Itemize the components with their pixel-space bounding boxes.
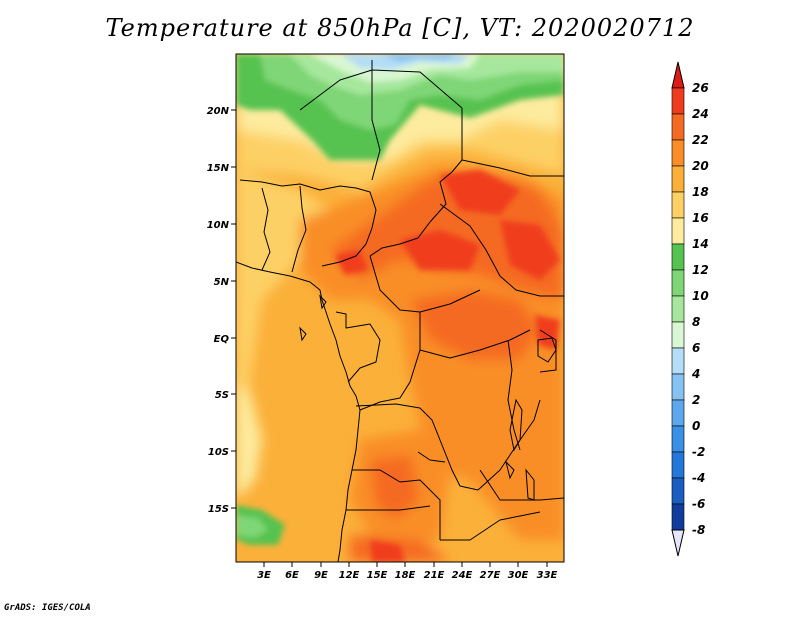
lat-label: 20N xyxy=(207,106,230,117)
temperature-map xyxy=(236,54,564,562)
lat-axis xyxy=(231,109,236,509)
colorbar-label: -6 xyxy=(692,497,705,511)
lon-label: 30E xyxy=(508,570,529,581)
temp-field-24-26-core4 xyxy=(335,250,368,275)
lat-label: 15S xyxy=(208,504,229,515)
lat-label: 15N xyxy=(207,163,230,174)
colorbar-segment xyxy=(671,425,685,453)
colorbar-label: -4 xyxy=(692,471,705,485)
colorbar-label: 20 xyxy=(692,159,709,173)
colorbar-segment xyxy=(671,165,685,193)
colorbar-segment xyxy=(671,113,685,141)
colorbar-segment xyxy=(671,243,685,271)
colorbar-label: 6 xyxy=(692,341,700,355)
map-frame xyxy=(235,53,565,563)
colorbar-label: 18 xyxy=(692,185,709,199)
colorbar-segment xyxy=(671,451,685,479)
colorbar-segment xyxy=(671,191,685,219)
colorbar-label: 10 xyxy=(692,289,709,303)
colorbar-segment xyxy=(671,373,685,401)
colorbar-label: 14 xyxy=(692,237,709,251)
colorbar-label: 24 xyxy=(692,107,709,121)
colorbar-segment xyxy=(671,295,685,323)
colorbar-segment xyxy=(671,139,685,167)
temp-field-14-16-west xyxy=(236,380,262,500)
lon-label: 15E xyxy=(367,570,388,581)
lakes xyxy=(299,294,557,501)
lon-label: 12E xyxy=(339,570,360,581)
colorbar-label: 12 xyxy=(692,263,709,277)
colorbar-label: 0 xyxy=(692,419,700,433)
lat-label: 10S xyxy=(208,447,229,458)
temp-field-24-26-core2 xyxy=(400,230,480,270)
lon-label: 27E xyxy=(480,570,501,581)
temp-field-2-4-north xyxy=(380,54,460,62)
grads-credit: GrADS: IGES/COLA xyxy=(4,603,91,613)
colorbar-label: -8 xyxy=(692,523,705,537)
lon-label: 21E xyxy=(424,570,445,581)
colorbar-bottom-arrow xyxy=(671,529,685,557)
lon-label: 3E xyxy=(257,570,271,581)
colorbar-segment xyxy=(671,217,685,245)
colorbar-segment xyxy=(671,347,685,375)
colorbar-label: 16 xyxy=(692,211,709,225)
chart-title: Temperature at 850hPa [C], VT: 202002071… xyxy=(105,14,695,42)
lon-label: 6E xyxy=(285,570,299,581)
temp-field-24-26-core3 xyxy=(500,220,560,280)
colorbar-label: -2 xyxy=(692,445,705,459)
lon-label: 18E xyxy=(395,570,416,581)
colorbar-label: 22 xyxy=(692,133,709,147)
lat-label: 10N xyxy=(207,220,230,231)
lon-axis xyxy=(263,562,548,567)
colorbar-segment xyxy=(671,321,685,349)
lat-label: EQ xyxy=(214,334,230,345)
lat-label: 5S xyxy=(215,390,229,401)
country-borders xyxy=(236,60,564,562)
colorbar-label: 8 xyxy=(692,315,700,329)
lon-label: 24E xyxy=(452,570,473,581)
colorbar-label: 4 xyxy=(691,367,700,381)
colorbar-top-arrow xyxy=(671,61,685,89)
temp-field-22-24-east xyxy=(410,290,540,360)
lon-label: 9E xyxy=(314,570,328,581)
colorbar-segment xyxy=(671,87,685,115)
colorbar-segment xyxy=(671,269,685,297)
temp-field-24-26-core6 xyxy=(370,540,405,562)
colorbar-segment xyxy=(671,477,685,505)
colorbar-label: 2 xyxy=(692,393,700,407)
colorbar: 26 24 22 20 18 16 14 12 10 8 6 4 2 0 -2 … xyxy=(671,61,709,557)
temp-field-24-26-core1 xyxy=(440,170,520,215)
lon-label: 33E xyxy=(537,570,558,581)
colorbar-segment xyxy=(671,399,685,427)
temp-field-green-sw-light xyxy=(236,515,268,538)
lat-label: 5N xyxy=(214,277,230,288)
temp-field-16-18-west xyxy=(236,170,330,500)
colorbar-segment xyxy=(671,503,685,531)
temp-field-24-26-core5 xyxy=(535,315,560,350)
colorbar-label: 26 xyxy=(692,81,709,95)
